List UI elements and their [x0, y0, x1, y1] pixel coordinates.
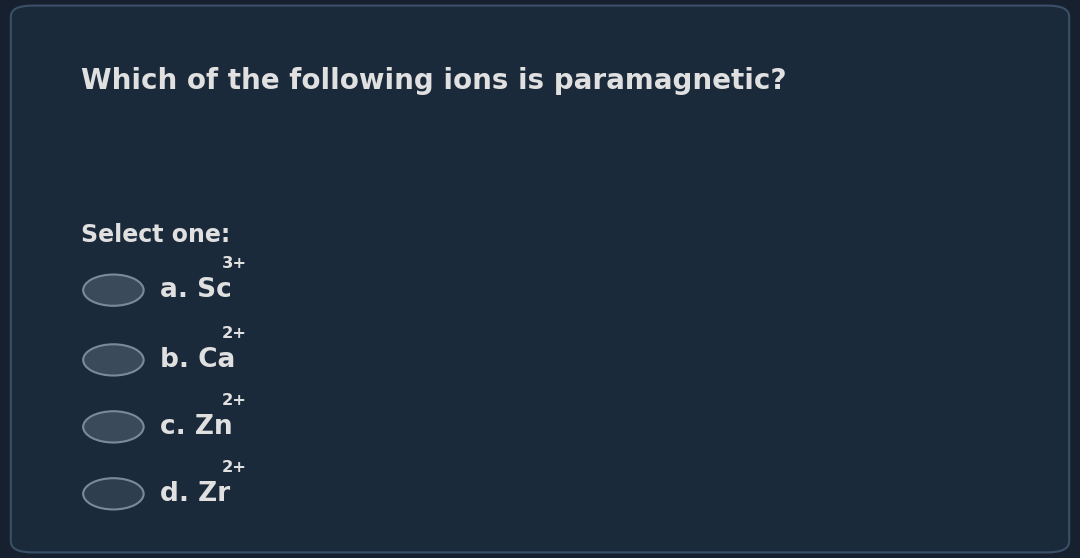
Circle shape — [83, 478, 144, 509]
Text: 2+: 2+ — [222, 393, 247, 407]
Text: Which of the following ions is paramagnetic?: Which of the following ions is paramagne… — [81, 67, 786, 95]
Circle shape — [83, 344, 144, 376]
Text: 3+: 3+ — [222, 256, 247, 271]
Circle shape — [83, 275, 144, 306]
Circle shape — [83, 411, 144, 442]
Text: b. Ca: b. Ca — [160, 347, 235, 373]
Text: c. Zn: c. Zn — [160, 414, 232, 440]
Text: d. Zr: d. Zr — [160, 481, 230, 507]
Text: 2+: 2+ — [222, 326, 247, 340]
FancyBboxPatch shape — [11, 6, 1069, 552]
Text: Select one:: Select one: — [81, 223, 230, 247]
Text: 2+: 2+ — [222, 460, 247, 474]
Text: a. Sc: a. Sc — [160, 277, 231, 303]
